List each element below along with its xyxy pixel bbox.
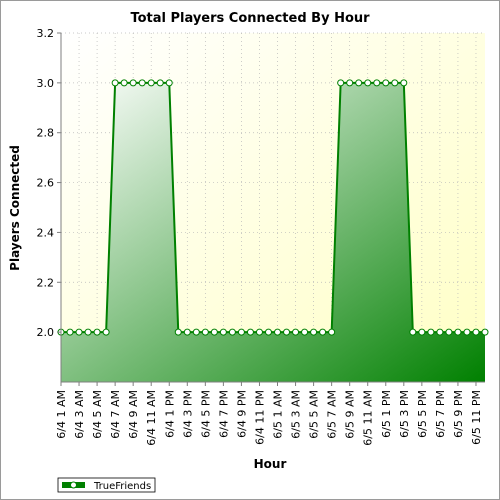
x-tick-label: 6/4 3 PM	[181, 390, 194, 438]
chart-title: Total Players Connected By Hour	[130, 11, 370, 26]
data-point	[237, 328, 245, 336]
legend-label: TrueFriends	[93, 481, 151, 492]
data-point	[138, 79, 146, 87]
x-tick-label: 6/4 1 AM	[55, 390, 68, 439]
data-point	[246, 328, 254, 336]
x-tick-label: 6/5 5 PM	[416, 390, 429, 438]
series-area-fill	[61, 82, 485, 382]
data-point	[228, 328, 236, 336]
data-point	[147, 79, 155, 87]
data-point	[454, 328, 462, 336]
x-tick-label: 6/5 3 PM	[398, 390, 411, 438]
x-tick-label: 6/5 7 AM	[326, 390, 339, 439]
x-tick-label: 6/4 11 AM	[145, 390, 158, 446]
data-point	[319, 328, 327, 336]
x-tick-label: 6/5 1 AM	[272, 390, 285, 439]
data-point	[174, 328, 182, 336]
data-point	[310, 328, 318, 336]
x-tick-label: 6/5 11 PM	[470, 390, 483, 445]
x-axis-label: Hour	[254, 457, 287, 471]
data-point	[445, 328, 453, 336]
data-point	[156, 79, 164, 87]
data-point	[210, 328, 218, 336]
data-point	[481, 328, 489, 336]
data-point	[391, 79, 399, 87]
x-tick-label: 6/4 1 PM	[163, 390, 176, 438]
data-point	[111, 79, 119, 87]
data-point	[255, 328, 263, 336]
x-tick-label: 6/4 9 AM	[127, 390, 140, 439]
data-point	[409, 328, 417, 336]
x-tick-label: 6/5 9 PM	[452, 390, 465, 438]
x-tick-label: 6/5 9 AM	[344, 390, 357, 439]
data-point	[120, 79, 128, 87]
data-point	[463, 328, 471, 336]
data-point	[292, 328, 300, 336]
data-point	[93, 328, 101, 336]
data-point	[102, 328, 110, 336]
x-tick-label: 6/5 11 AM	[362, 390, 375, 446]
x-tick-labels: 6/4 1 AM 6/4 3 AM 6/4 5 AM 6/4 7 AM 6/4 9 AM…	[55, 382, 483, 446]
data-point	[201, 328, 209, 336]
x-tick-label: 6/5 7 PM	[434, 390, 447, 438]
x-tick-label: 6/5 1 PM	[380, 390, 393, 438]
x-tick-label: 6/4 3 AM	[73, 390, 86, 439]
y-tick-label: 2.6	[37, 177, 55, 190]
data-point	[165, 79, 173, 87]
data-point	[274, 328, 282, 336]
data-point	[472, 328, 480, 336]
x-tick-label: 6/5 5 AM	[308, 390, 321, 439]
data-point	[328, 328, 336, 336]
x-tick-label: 6/4 7 PM	[217, 390, 230, 438]
data-point	[418, 328, 426, 336]
x-tick-label: 6/4 5 AM	[91, 390, 104, 439]
y-tick-labels: 2.0 2.2 2.4 2.6 2.8 3.0 3.2	[37, 27, 61, 339]
data-point	[400, 79, 408, 87]
y-axis-label: Players Connected	[8, 145, 22, 271]
data-point	[75, 328, 83, 336]
data-point	[264, 328, 272, 336]
y-tick-label: 2.4	[37, 226, 55, 239]
data-point	[373, 79, 381, 87]
x-tick-label: 6/4 7 AM	[109, 390, 122, 439]
data-point	[84, 328, 92, 336]
legend: TrueFriends	[57, 477, 156, 493]
y-tick-label: 2.8	[37, 127, 55, 140]
x-tick-label: 6/4 9 PM	[235, 390, 248, 438]
data-point	[337, 79, 345, 87]
y-tick-label: 2.0	[37, 326, 55, 339]
x-tick-label: 6/4 5 PM	[199, 390, 212, 438]
series-points	[57, 79, 489, 336]
y-tick-label: 2.2	[37, 276, 55, 289]
x-tick-label: 6/4 11 PM	[253, 390, 266, 445]
data-point	[427, 328, 435, 336]
data-point	[364, 79, 372, 87]
data-point	[283, 328, 291, 336]
data-point	[183, 328, 191, 336]
data-point	[355, 79, 363, 87]
data-point	[192, 328, 200, 336]
y-tick-label: 3.0	[37, 77, 55, 90]
data-point	[301, 328, 309, 336]
data-point	[219, 328, 227, 336]
x-tick-label: 6/5 3 AM	[290, 390, 303, 439]
data-point	[382, 79, 390, 87]
data-point	[129, 79, 137, 87]
y-tick-label: 3.2	[37, 27, 55, 40]
data-point	[66, 328, 74, 336]
data-point	[346, 79, 354, 87]
legend-box	[57, 477, 156, 493]
data-point	[436, 328, 444, 336]
legend-marker	[70, 481, 77, 489]
